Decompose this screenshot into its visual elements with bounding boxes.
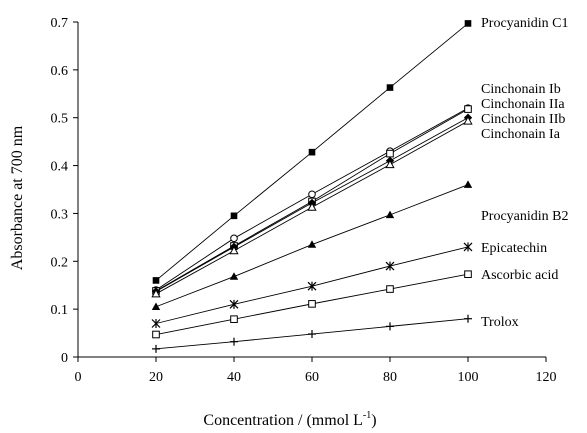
series-label: Cinchonain IIa (481, 97, 565, 112)
data-point-marker (229, 272, 239, 280)
data-point-marker (464, 105, 472, 113)
data-point-marker (307, 202, 317, 211)
y-tick-label: 0.2 (51, 255, 69, 270)
x-tick-label: 0 (75, 370, 82, 385)
x-axis-title-main: Concentration / (mmol L (203, 412, 363, 429)
data-point-marker (308, 300, 316, 308)
y-tick-label: 0.7 (51, 16, 69, 31)
series-layer (151, 20, 473, 353)
data-point-marker (308, 148, 316, 156)
data-point-marker (152, 330, 160, 339)
series-label: Cinchonain Ib (481, 82, 561, 97)
axes: 0 0.1 0.2 0.3 0.4 0.5 0.6 0.7 0 20 40 60 80 100 120 (51, 16, 557, 385)
series-procyanidin-b2 (151, 180, 473, 310)
series-epicatechin (151, 242, 473, 328)
y-axis-title: Absorbance at 700 nm (9, 125, 26, 270)
y-tick-label: 0.3 (51, 207, 69, 222)
x-tick-label: 20 (149, 370, 163, 385)
y-tick-label: 0.4 (51, 160, 69, 175)
x-tick-label: 100 (458, 370, 479, 385)
x-tick-label: 80 (383, 370, 397, 385)
x-axis-title-close: ) (371, 412, 376, 429)
series-label: Trolox (481, 315, 519, 330)
series-label: Cinchonain Ia (481, 127, 561, 142)
series-label: Epicatechin (481, 241, 547, 256)
data-point-marker (152, 277, 160, 284)
data-point-marker (464, 20, 472, 27)
series-label: Cinchonain IIb (481, 112, 565, 127)
data-point-marker (229, 245, 239, 255)
data-point-marker (230, 234, 238, 243)
data-point-marker (463, 180, 473, 188)
y-tick-label: 0.1 (51, 303, 69, 318)
data-point-marker (463, 116, 473, 125)
data-point-marker (151, 288, 161, 298)
y-tick-label: 0 (61, 351, 68, 366)
data-point-marker (386, 149, 394, 158)
x-axis-title: Concentration / (mmol L-1) (203, 410, 376, 429)
series-label: Procyanidin C1 (481, 16, 569, 31)
data-point-marker (385, 159, 395, 169)
data-point-marker (385, 210, 395, 219)
data-point-marker (386, 84, 394, 91)
series-label: Ascorbic acid (481, 268, 558, 283)
x-axis-title-superscript: -1 (363, 410, 371, 421)
series-trolox (152, 314, 472, 353)
series-procyanidin-c1 (152, 20, 472, 284)
data-point-marker (308, 190, 316, 199)
series-cinchonain-ia (151, 116, 473, 298)
series-label: Procyanidin B2 (481, 209, 569, 224)
data-point-marker (230, 315, 238, 323)
y-tick-label: 0.5 (51, 112, 69, 127)
x-tick-label: 120 (536, 370, 557, 385)
data-point-marker (386, 285, 394, 293)
series-ascorbic-acid (152, 270, 472, 339)
data-point-marker (230, 212, 238, 220)
x-tick-label: 40 (227, 370, 241, 385)
data-point-marker (307, 240, 317, 248)
x-tick-label: 60 (305, 370, 319, 385)
data-point-marker (151, 302, 161, 310)
data-point-marker (464, 270, 472, 279)
y-tick-label: 0.6 (51, 64, 69, 79)
